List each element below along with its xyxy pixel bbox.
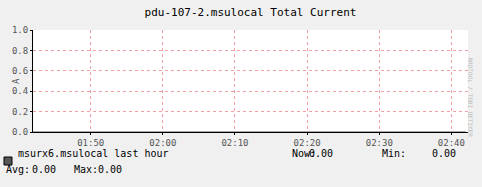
svg-text:1.0: 1.0 (12, 25, 28, 35)
svg-text:02:40: 02:40 (438, 138, 465, 148)
svg-text:Max:: Max: (74, 164, 98, 175)
svg-text:01:50: 01:50 (77, 138, 104, 148)
svg-text:0.4: 0.4 (12, 86, 28, 96)
svg-text:02:00: 02:00 (149, 138, 176, 148)
svg-text:pdu-107-2.msulocal Total Curre: pdu-107-2.msulocal Total Current (145, 6, 357, 19)
svg-text:Now:: Now: (292, 148, 316, 159)
svg-text:02:10: 02:10 (221, 138, 248, 148)
svg-text:0.0: 0.0 (12, 127, 28, 137)
svg-text:0.00: 0.00 (32, 164, 56, 175)
svg-text:02:30: 02:30 (366, 138, 393, 148)
svg-text:A: A (11, 78, 21, 84)
svg-text:0.2: 0.2 (12, 107, 28, 117)
svg-text:0.8: 0.8 (12, 46, 28, 56)
svg-text:0.6: 0.6 (12, 66, 28, 76)
svg-text:02:20: 02:20 (294, 138, 321, 148)
svg-text:RRDTOOL / TOBI OETIKER: RRDTOOL / TOBI OETIKER (467, 58, 474, 138)
svg-text:msurx6.msulocal last hour: msurx6.msulocal last hour (18, 148, 169, 159)
svg-text:Avg:: Avg: (6, 164, 30, 175)
svg-text:0.00: 0.00 (432, 148, 456, 159)
svg-text:0.00: 0.00 (309, 148, 333, 159)
svg-text:0.00: 0.00 (98, 164, 122, 175)
svg-text:Min:: Min: (382, 148, 406, 159)
